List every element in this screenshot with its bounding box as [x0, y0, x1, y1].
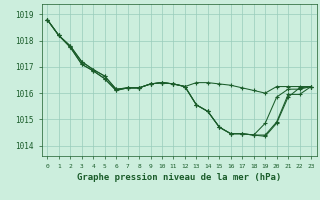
- X-axis label: Graphe pression niveau de la mer (hPa): Graphe pression niveau de la mer (hPa): [77, 173, 281, 182]
